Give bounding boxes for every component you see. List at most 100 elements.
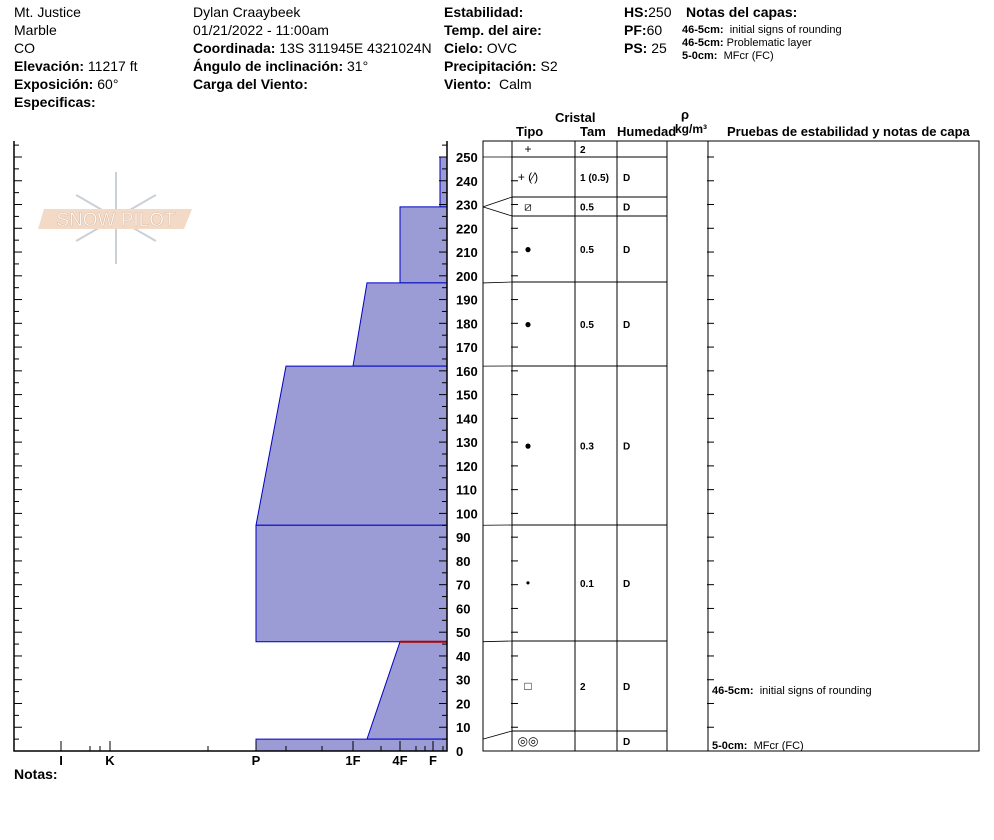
pf-value: 60 bbox=[646, 22, 663, 38]
y-tick-label: 60 bbox=[456, 601, 470, 616]
table-row: □ 2 D bbox=[524, 679, 630, 693]
y-tick-label: 170 bbox=[456, 340, 478, 355]
windload-label: Carga del Viento: bbox=[193, 76, 308, 92]
layer-note: 5-0cm: MFcr (FC) bbox=[682, 50, 774, 63]
hardness-layer bbox=[255, 365, 448, 526]
table-row: ⧄ 0.5 D bbox=[524, 200, 630, 214]
layer-note-text: initial signs of rounding bbox=[729, 24, 842, 36]
test-note: 46-5cm: initial signs of rounding bbox=[712, 685, 872, 698]
y-tick-label: 140 bbox=[456, 411, 478, 426]
table-row: ◎◎ D bbox=[518, 734, 631, 748]
aspect: Exposición: 60° bbox=[14, 75, 118, 93]
sky-value: OVC bbox=[486, 40, 518, 56]
layer-note-range: 46-5cm: bbox=[682, 24, 724, 36]
wind-value: Calm bbox=[498, 76, 532, 92]
test-note-range: 5-0cm: bbox=[712, 740, 748, 752]
snowpilot-logo: SNOW PILOT bbox=[38, 172, 192, 264]
layer-note-text: MFcr (FC) bbox=[723, 50, 774, 62]
hardness-tick-label: 1F bbox=[345, 753, 360, 768]
moisture: D bbox=[623, 579, 630, 590]
y-tick-label: 90 bbox=[456, 530, 470, 545]
layer-note-range: 46-5cm: bbox=[682, 37, 724, 49]
precip-value: S2 bbox=[540, 58, 558, 74]
crystal-size: 0.5 bbox=[580, 320, 594, 331]
slope: Ángulo de inclinación: 31° bbox=[193, 57, 368, 75]
location: Mt. Justice bbox=[14, 4, 81, 20]
crystal-type-symbol: + (⁄) bbox=[518, 170, 538, 184]
test-note-range: 46-5cm: bbox=[712, 685, 754, 697]
crystal-type-symbol: ◎◎ bbox=[518, 734, 539, 748]
precip-label: Precipitación: bbox=[444, 58, 537, 74]
precip: Precipitación: S2 bbox=[444, 57, 558, 75]
pf-label: PF: bbox=[624, 22, 647, 38]
hs-value: 250 bbox=[648, 4, 672, 20]
hardness-layer bbox=[352, 282, 448, 367]
y-tick-label: 230 bbox=[456, 198, 478, 213]
y-tick-label: 210 bbox=[456, 245, 478, 260]
sky: Cielo: OVC bbox=[444, 39, 518, 57]
notes-label: Notas: bbox=[14, 766, 58, 782]
hardness-tick-label: I bbox=[59, 753, 63, 768]
coord-label: Coordinada: bbox=[193, 40, 276, 56]
crystal-header: Cristal bbox=[555, 110, 596, 125]
depth-connector bbox=[482, 196, 513, 208]
moisture: D bbox=[623, 203, 630, 214]
hardness-layer bbox=[399, 206, 448, 284]
table-row: ● 0.5 D bbox=[524, 242, 630, 256]
crystal-size: 1 (0.5) bbox=[580, 173, 609, 184]
crystal-size: 0.3 bbox=[580, 442, 594, 453]
wind-label: Viento: bbox=[444, 76, 492, 92]
crystal-type-symbol: ● bbox=[524, 439, 531, 453]
crystal-type-symbol: ● bbox=[524, 317, 531, 331]
layer-note: 46-5cm: Problematic layer bbox=[682, 37, 812, 50]
elevation-value: 11217 ft bbox=[87, 58, 138, 74]
table-row: ● 0.5 D bbox=[524, 317, 630, 331]
elevation-label: Elevación: bbox=[14, 58, 85, 74]
depth-connector bbox=[482, 206, 513, 217]
test-note-text: initial signs of rounding bbox=[759, 685, 872, 697]
y-tick-label: 70 bbox=[456, 578, 470, 593]
hs-label: HS: bbox=[624, 4, 649, 20]
moisture: D bbox=[623, 682, 630, 693]
depth-connector bbox=[482, 730, 513, 740]
y-tick-label: 200 bbox=[456, 269, 478, 284]
y-tick-label: 120 bbox=[456, 459, 478, 474]
hardness-tick-label: F bbox=[429, 753, 437, 768]
density-unit: kg/m³ bbox=[675, 122, 708, 136]
coord-value: 13S 311945E 4321024N bbox=[279, 40, 432, 56]
crystal-size: 0.5 bbox=[580, 245, 594, 256]
ps-value: 25 bbox=[651, 40, 667, 56]
wind: Viento: Calm bbox=[444, 75, 532, 93]
layer-note-text: Problematic layer bbox=[726, 37, 812, 49]
range: Marble bbox=[14, 22, 57, 38]
hardness-tick-label: P bbox=[252, 753, 261, 768]
aspect-value: 60° bbox=[97, 76, 119, 92]
hardness-layer bbox=[439, 156, 448, 208]
crystal-size: 2 bbox=[580, 682, 586, 693]
ps: PS: 25 bbox=[624, 39, 667, 57]
hardness-layer bbox=[366, 641, 448, 740]
table-row: + (⁄) 1 (0.5) D bbox=[518, 170, 630, 184]
y-tick-label: 240 bbox=[456, 174, 478, 189]
moisture: D bbox=[623, 442, 630, 453]
table-row: ● 0.3 D bbox=[524, 439, 630, 453]
crystal-type-symbol: + bbox=[524, 142, 531, 156]
y-tick-label: 80 bbox=[456, 554, 470, 569]
crystal-size: 0.1 bbox=[580, 579, 594, 590]
hardness-tick-label: 4F bbox=[392, 753, 407, 768]
crystal-size: 0.5 bbox=[580, 203, 594, 214]
y-tick-label: 40 bbox=[456, 649, 470, 664]
y-tick-label: 100 bbox=[456, 506, 478, 521]
logo-band bbox=[38, 209, 192, 229]
coordinate: Coordinada: 13S 311945E 4321024N bbox=[193, 39, 432, 57]
hs: HS:250 bbox=[624, 3, 671, 21]
hardness-layer bbox=[255, 738, 448, 752]
y-tick-label: 180 bbox=[456, 316, 478, 331]
chart-frame bbox=[13, 141, 448, 752]
specifics-label: Especificas: bbox=[14, 94, 96, 110]
slope-label: Ángulo de inclinación: bbox=[193, 58, 344, 74]
table-row: +2 bbox=[524, 142, 586, 156]
pf: PF:60 bbox=[624, 21, 662, 39]
crystal-type-symbol: □ bbox=[524, 679, 531, 693]
